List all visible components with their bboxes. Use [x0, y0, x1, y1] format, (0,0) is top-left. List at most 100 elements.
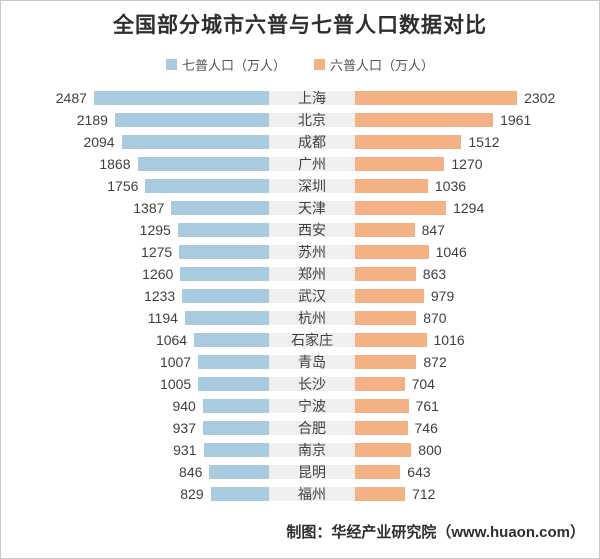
- chart-row: 1387 天津 1294: [1, 197, 599, 219]
- census7-bar-zone: 931: [1, 442, 269, 458]
- chart-legend: 七普人口（万人） 六普人口（万人）: [1, 55, 599, 74]
- census6-bar: [355, 487, 406, 501]
- city-label: 苏州: [269, 245, 355, 259]
- census6-bar: [355, 289, 424, 303]
- census7-swatch-icon: [165, 58, 177, 70]
- chart-row: 2094 成都 1512: [1, 131, 599, 153]
- city-label: 深圳: [269, 179, 355, 193]
- census6-bar-zone: 847: [355, 222, 599, 238]
- city-label: 合肥: [269, 421, 355, 435]
- census6-bar-zone: 746: [355, 420, 599, 436]
- census7-bar-zone: 1005: [1, 376, 269, 392]
- census7-value-label: 1233: [144, 288, 176, 304]
- city-label: 青岛: [269, 355, 355, 369]
- census7-bar-zone: 2487: [1, 90, 269, 106]
- census6-bar-zone: 1046: [355, 244, 599, 260]
- census7-bar-zone: 1295: [1, 222, 269, 238]
- census7-value-label: 2094: [83, 134, 115, 150]
- census7-bar: [93, 91, 269, 105]
- census7-value-label: 1387: [133, 200, 165, 216]
- census7-value-label: 940: [172, 398, 196, 414]
- city-label: 郑州: [269, 267, 355, 281]
- census6-value-label: 1270: [451, 156, 483, 172]
- city-label: 长沙: [269, 377, 355, 391]
- census7-value-label: 1194: [147, 310, 178, 326]
- chart-row: 2189 北京 1961: [1, 109, 599, 131]
- census6-bar: [355, 267, 416, 281]
- legend-label-census7: 七普人口（万人）: [181, 57, 286, 73]
- census6-bar: [355, 223, 415, 237]
- census7-bar: [194, 333, 269, 347]
- census7-bar-zone: 1007: [1, 354, 269, 370]
- chart-row: 1005 长沙 704: [1, 373, 599, 395]
- census7-bar: [182, 289, 269, 303]
- chart-row: 931 南京 800: [1, 439, 599, 461]
- census7-bar-zone: 937: [1, 420, 269, 436]
- city-label: 石家庄: [269, 333, 355, 347]
- census6-bar: [355, 201, 447, 215]
- legend-item-census6: 六普人口（万人）: [314, 55, 434, 74]
- census6-bar-zone: 800: [355, 442, 599, 458]
- census6-bar: [355, 311, 417, 325]
- census7-bar-zone: 1064: [1, 332, 269, 348]
- city-label: 杭州: [269, 311, 355, 325]
- census7-bar: [203, 443, 269, 457]
- census6-value-label: 2302: [524, 90, 556, 106]
- census7-bar-zone: 1260: [1, 266, 269, 282]
- chart-row: 1064 石家庄 1016: [1, 329, 599, 351]
- census7-value-label: 931: [173, 442, 197, 458]
- census7-value-label: 1756: [107, 178, 139, 194]
- census7-value-label: 1295: [139, 222, 171, 238]
- census7-value-label: 846: [179, 464, 203, 480]
- census6-bar-zone: 712: [355, 486, 599, 502]
- chart-row: 940 宁波 761: [1, 395, 599, 417]
- chart-title: 全国部分城市六普与七普人口数据对比: [113, 14, 487, 37]
- census6-bar-zone: 870: [355, 310, 599, 326]
- chart-row: 829 福州 712: [1, 483, 599, 505]
- city-label: 广州: [269, 157, 355, 171]
- census6-bar: [355, 377, 405, 391]
- census6-bar: [355, 113, 494, 127]
- census7-bar: [198, 377, 269, 391]
- census7-value-label: 2487: [55, 90, 87, 106]
- census6-value-label: 704: [411, 376, 435, 392]
- census7-bar-zone: 2094: [1, 134, 269, 150]
- census7-bar-zone: 1194: [1, 310, 269, 326]
- census6-bar: [355, 333, 427, 347]
- city-label: 成都: [269, 135, 355, 149]
- census7-bar-zone: 940: [1, 398, 269, 414]
- census6-value-label: 1512: [468, 134, 500, 150]
- legend-item-census7: 七普人口（万人）: [165, 55, 286, 74]
- city-label: 北京: [269, 113, 355, 127]
- census7-value-label: 1007: [159, 354, 192, 370]
- census6-value-label: 712: [412, 486, 436, 502]
- city-label: 天津: [269, 201, 355, 215]
- census6-bar: [355, 245, 429, 259]
- census7-bar-zone: 829: [1, 486, 269, 502]
- census6-bar-zone: 979: [355, 288, 599, 304]
- census6-bar: [355, 179, 428, 193]
- census6-bar-zone: 872: [355, 354, 599, 370]
- census6-bar-zone: 1294: [355, 200, 599, 216]
- census6-value-label: 1016: [433, 332, 465, 348]
- chart-row: 1868 广州 1270: [1, 153, 599, 175]
- census6-bar: [355, 421, 408, 435]
- census6-value-label: 643: [407, 464, 431, 480]
- census7-bar-zone: 2189: [1, 112, 269, 128]
- census6-value-label: 1046: [435, 244, 467, 260]
- census6-value-label: 761: [415, 398, 439, 414]
- census6-value-label: 872: [423, 354, 447, 370]
- city-label: 上海: [269, 91, 355, 105]
- chart-row: 937 合肥 746: [1, 417, 599, 439]
- census7-bar: [203, 421, 269, 435]
- census7-bar-zone: 1868: [1, 156, 269, 172]
- census7-bar: [137, 157, 269, 171]
- chart-row: 1275 苏州 1046: [1, 241, 599, 263]
- census7-bar-zone: 846: [1, 464, 269, 480]
- census6-bar-zone: 1961: [355, 112, 599, 128]
- chart-row: 1007 青岛 872: [1, 351, 599, 373]
- census6-bar: [355, 465, 401, 479]
- census6-value-label: 1294: [453, 200, 485, 216]
- chart-row: 1194 杭州 870: [1, 307, 599, 329]
